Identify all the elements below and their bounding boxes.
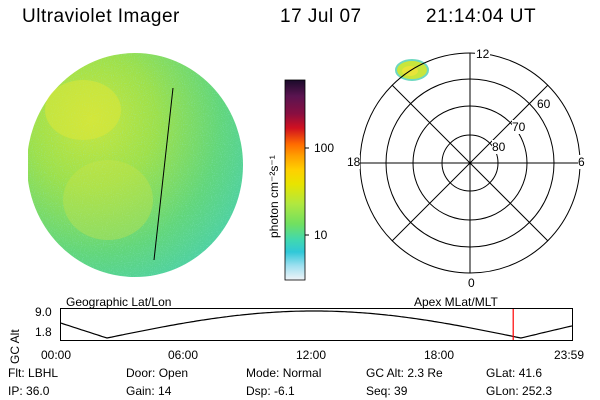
status-seq: Seq: 39: [366, 384, 408, 398]
timeline-ytick-min: 1.8: [35, 325, 52, 339]
lat-label-80: 80: [492, 140, 506, 154]
timeline-left-label: Geographic Lat/Lon: [66, 295, 172, 309]
timeline-xtick-3: 18:00: [424, 348, 455, 362]
status-ip: IP: 36.0: [8, 384, 50, 398]
timeline-xtick-0: 00:00: [41, 348, 72, 362]
status-dsp: Dsp: -6.1: [246, 384, 295, 398]
header-time: 21:14:04 UT: [426, 6, 537, 27]
status-filter: Flt: LBHL: [8, 366, 59, 380]
timeline-axis-title: GC Alt: [8, 329, 22, 364]
lat-label-70: 70: [512, 120, 526, 134]
timeline-ytick-max: 9.0: [35, 305, 52, 319]
timeline-right-label: Apex MLat/MLT: [414, 295, 498, 309]
mlt-label-6: 6: [578, 155, 585, 169]
mlt-label-12: 12: [475, 47, 491, 61]
timeline-axis-title-wrap: GC Alt: [8, 329, 22, 390]
timeline-xtick-1: 06:00: [168, 348, 199, 362]
earth-uv-image: [28, 53, 243, 277]
mlt-label-0: 0: [468, 276, 475, 290]
polar-plot: [359, 52, 581, 274]
timeline-xtick-2: 12:00: [296, 348, 327, 362]
colorbar-tick-10: 10: [314, 228, 328, 242]
timeline-frame: [60, 308, 573, 341]
colorbar-unit-label: photon cm⁻²s⁻¹: [267, 155, 281, 238]
app-title: Ultraviolet Imager: [22, 6, 180, 27]
colorbar: photon cm⁻²s⁻¹: [267, 79, 309, 281]
lat-label-60: 60: [537, 97, 551, 111]
colorbar-scale: [284, 79, 306, 281]
status-gc-alt: GC Alt: 2.3 Re: [366, 366, 443, 380]
header-date: 17 Jul 07: [280, 6, 362, 27]
status-mode: Mode: Normal: [246, 366, 322, 380]
svg-text:photon cm⁻²s⁻¹: photon cm⁻²s⁻¹: [267, 155, 281, 238]
status-glat: GLat: 41.6: [486, 366, 543, 380]
timeline-chart: [60, 308, 573, 341]
status-door: Door: Open: [126, 366, 189, 380]
timeline-xtick-4: 23:59: [554, 348, 585, 362]
mlt-label-18: 18: [347, 155, 361, 169]
status-glon: GLon: 252.3: [486, 384, 553, 398]
terminator-line: [153, 87, 174, 261]
colorbar-tick-100: 100: [314, 141, 335, 155]
status-gain: Gain: 14: [126, 384, 172, 398]
altitude-curve: [60, 310, 573, 339]
